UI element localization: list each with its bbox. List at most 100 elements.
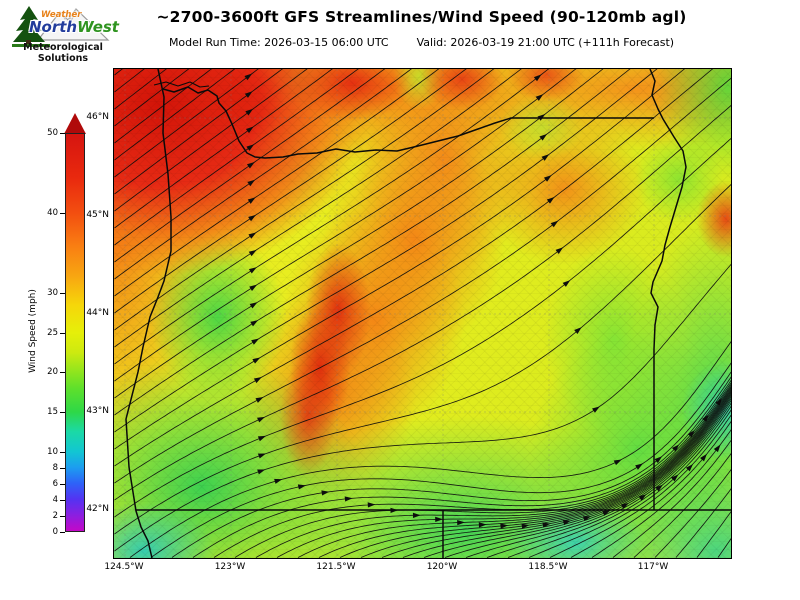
lon-label: 124.5°W	[104, 562, 144, 572]
streamline-arrow-icon	[543, 175, 552, 182]
streamline-arrow-icon	[248, 267, 257, 274]
logo-weather-text: Weather	[41, 10, 82, 20]
streamline	[150, 362, 731, 558]
model-run-time: Model Run Time: 2026-03-15 06:00 UTC	[168, 36, 389, 49]
streamline	[570, 420, 731, 558]
streamline	[114, 69, 123, 76]
colorbar-tick-label: 10	[47, 447, 58, 458]
colorbar-tick-label: 50	[47, 128, 58, 138]
colorbar-tick-label: 8	[52, 463, 58, 474]
streamline-arrow-icon	[244, 91, 253, 98]
streamline	[402, 394, 731, 558]
streamline	[339, 390, 731, 558]
tree-icon	[12, 6, 50, 47]
streamline	[318, 388, 731, 558]
streamline	[171, 371, 731, 558]
streamline-arrow-icon	[671, 474, 679, 482]
colorbar-tick-label: 30	[47, 287, 58, 298]
lat-label: 42°N	[86, 504, 109, 514]
streamline-arrow-icon	[250, 320, 259, 327]
streamline-arrow-icon	[257, 453, 267, 459]
streamlines	[114, 69, 731, 558]
logo-subtitle-line2: Solutions	[37, 53, 89, 64]
streamline	[675, 488, 731, 558]
colorbar-tick-mark	[60, 484, 65, 486]
streamline-arrow-icon	[478, 522, 487, 528]
streamline-arrow-icon	[541, 154, 550, 161]
streamline-arrow-icon	[500, 523, 509, 529]
lat-label: 44°N	[86, 308, 109, 318]
streamline-arrow-icon	[546, 196, 555, 204]
graticule	[114, 69, 731, 558]
streamline	[114, 69, 359, 246]
streamline	[654, 469, 731, 558]
colorbar-tick-label: 40	[47, 207, 58, 218]
colorbar	[64, 113, 86, 532]
streamline-arrow-icon	[257, 435, 266, 442]
streamline-arrow-icon	[246, 144, 255, 151]
colorbar-gradient	[65, 133, 85, 532]
lon-label: 117°W	[637, 562, 669, 572]
streamline	[114, 69, 714, 467]
streamline-arrow-icon	[521, 523, 530, 529]
streamline	[297, 387, 731, 558]
streamline	[114, 69, 631, 416]
streamline-arrow-icon	[562, 280, 571, 287]
streamline	[276, 385, 731, 558]
valid-time: Valid: 2026-03-19 21:00 UTC (+111h Forec…	[416, 36, 675, 49]
colorbar-tick-mark	[60, 372, 65, 374]
streamline	[507, 405, 731, 558]
streamline-arrow-icon	[257, 416, 266, 423]
streamline	[528, 409, 731, 558]
lat-label: 45°N	[86, 210, 109, 220]
streamline	[114, 69, 333, 229]
streamline	[612, 439, 731, 558]
streamline-arrow-icon	[654, 456, 663, 464]
colorbar-tick-label: 6	[52, 479, 58, 490]
streamline	[114, 69, 577, 382]
colorbar-tick-label: 0	[52, 527, 58, 537]
streamline	[114, 69, 550, 365]
streamline-arrow-icon	[602, 510, 611, 516]
streamline-arrow-icon	[412, 512, 421, 518]
streamline	[234, 382, 731, 558]
lon-label: 123°W	[214, 562, 246, 572]
streamline-arrow-icon	[638, 494, 647, 501]
streamline-arrow-icon	[535, 94, 544, 101]
logo-subtitle-line1: Meteorological	[23, 42, 103, 53]
streamline	[114, 69, 167, 110]
streamline-arrow-icon	[713, 444, 721, 453]
colorbar-tick-mark	[60, 332, 65, 334]
logo-graphic	[12, 6, 110, 47]
colorbar-tick-mark	[60, 500, 65, 502]
lon-label: 120°W	[426, 562, 458, 572]
streamline	[114, 69, 495, 331]
streamline	[381, 392, 731, 558]
streamline	[114, 69, 658, 433]
streamline	[114, 263, 731, 552]
streamline-arrow-icon	[555, 247, 564, 254]
streamline	[114, 105, 731, 501]
streamline	[213, 379, 731, 558]
colorbar-tick-mark	[60, 532, 65, 533]
streamline	[114, 69, 522, 348]
map-plot	[113, 68, 732, 559]
lat-label: 43°N	[86, 406, 109, 416]
streamline-arrow-icon	[251, 338, 260, 345]
streamline-arrow-icon	[247, 197, 256, 204]
streamline-arrow-icon	[249, 284, 258, 291]
colorbar-tick-label: 15	[47, 407, 58, 418]
streamline	[129, 340, 731, 558]
streamline-arrow-icon	[249, 302, 258, 309]
mountain-icon	[36, 8, 110, 41]
logo-subtitle: Meteorological Solutions	[8, 42, 118, 64]
lon-label: 118.5°W	[528, 562, 568, 572]
columbia-river-border	[162, 86, 654, 159]
streamline-arrow-icon	[457, 520, 465, 526]
streamline-arrow-icon	[671, 444, 680, 452]
lon-label: 121.5°W	[316, 562, 356, 572]
streamline-arrow-icon	[687, 430, 695, 438]
state-borders	[125, 69, 731, 558]
streamline-arrow-icon	[274, 478, 283, 484]
